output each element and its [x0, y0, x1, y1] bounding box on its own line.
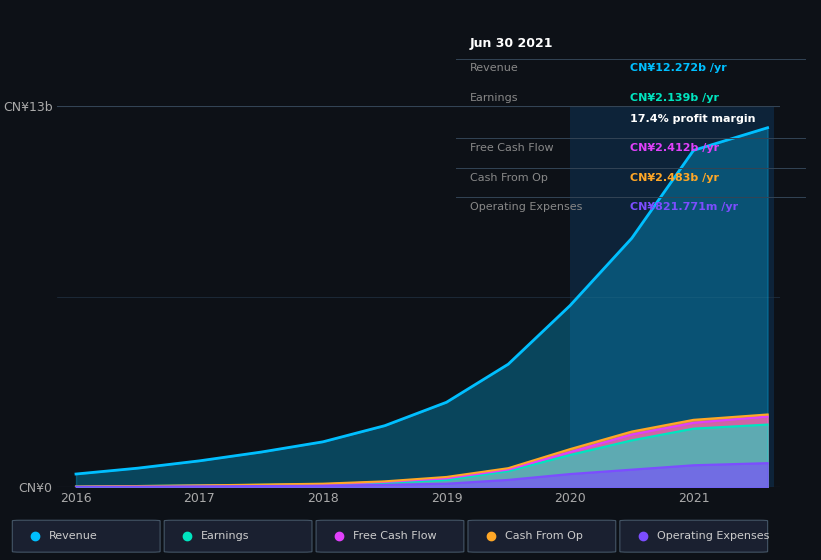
FancyBboxPatch shape [620, 520, 768, 552]
Text: CN¥2.483b /yr: CN¥2.483b /yr [631, 172, 719, 183]
Text: CN¥2.412b /yr: CN¥2.412b /yr [631, 143, 719, 153]
FancyBboxPatch shape [164, 520, 312, 552]
FancyBboxPatch shape [12, 520, 160, 552]
FancyBboxPatch shape [316, 520, 464, 552]
Text: Free Cash Flow: Free Cash Flow [353, 531, 437, 541]
FancyBboxPatch shape [468, 520, 616, 552]
Text: Revenue: Revenue [470, 63, 518, 73]
Text: Cash From Op: Cash From Op [505, 531, 583, 541]
Text: CN¥2.139b /yr: CN¥2.139b /yr [631, 93, 719, 103]
Text: Free Cash Flow: Free Cash Flow [470, 143, 553, 153]
Text: Earnings: Earnings [470, 93, 518, 103]
Text: Operating Expenses: Operating Expenses [657, 531, 769, 541]
Text: Cash From Op: Cash From Op [470, 172, 548, 183]
Text: Revenue: Revenue [49, 531, 98, 541]
Text: CN¥821.771m /yr: CN¥821.771m /yr [631, 202, 738, 212]
Text: Jun 30 2021: Jun 30 2021 [470, 37, 553, 50]
Text: CN¥12.272b /yr: CN¥12.272b /yr [631, 63, 727, 73]
Text: 17.4% profit margin: 17.4% profit margin [631, 114, 755, 124]
Bar [570, 106, 773, 487]
Text: Operating Expenses: Operating Expenses [470, 202, 582, 212]
Text: Earnings: Earnings [201, 531, 250, 541]
